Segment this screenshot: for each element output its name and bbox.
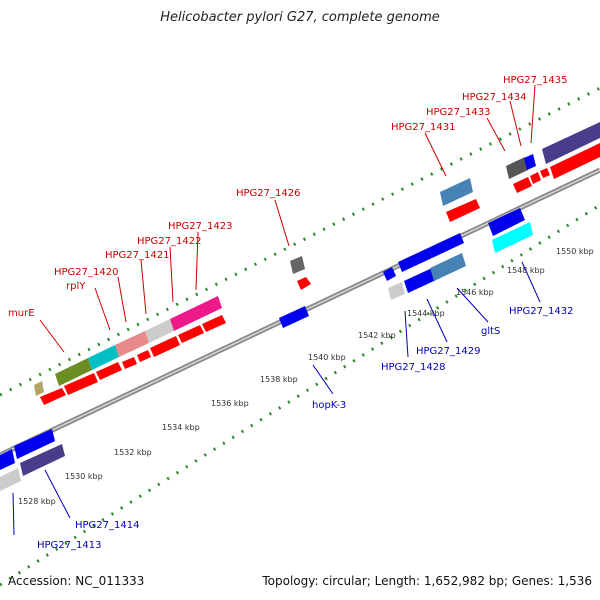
gene-blue-arrow xyxy=(14,429,55,459)
gene-blue-arrow xyxy=(428,233,464,258)
gene-red-arrow xyxy=(96,362,122,380)
gene-label-HPG27_1428: HPG27_1428 xyxy=(381,362,445,373)
gene-label-HPG27_1435: HPG27_1435 xyxy=(503,75,567,86)
gene-label-HPG27_1434: HPG27_1434 xyxy=(462,92,526,103)
gene-blue-arrow xyxy=(488,208,525,236)
gene-steelblue-box xyxy=(440,178,473,206)
gene-steelblue-box xyxy=(430,253,466,281)
gene-label-HPG27_1421: HPG27_1421 xyxy=(105,250,169,261)
gene-blue-arrow xyxy=(398,248,432,272)
gene-blue-box xyxy=(524,154,536,170)
gene-olive-box xyxy=(34,381,44,396)
bottom-leaders xyxy=(12,261,541,536)
gene-red-arrow xyxy=(297,277,311,290)
gene-label-hopK-3: hopK-3 xyxy=(312,400,346,411)
tick-label: 1540 kbp xyxy=(308,353,346,362)
gene-label-HPG27_1423: HPG27_1423 xyxy=(168,221,232,232)
gene-blue-arrow xyxy=(279,306,309,328)
gene-gray-box xyxy=(290,256,305,274)
gene-label-murE: murE xyxy=(8,308,35,319)
gene-label-HPG27_1426: HPG27_1426 xyxy=(236,188,300,199)
gene-slate-box xyxy=(542,122,600,164)
tick-label: 1528 kbp xyxy=(18,497,56,506)
gene-magenta-box xyxy=(170,296,222,331)
tick-label: 1536 kbp xyxy=(211,399,249,408)
tick-label: 1550 kbp xyxy=(556,247,594,256)
gene-label-HPG27_1429: HPG27_1429 xyxy=(416,346,480,357)
gene-red-arrow xyxy=(122,357,137,369)
gene-red-arrow xyxy=(178,325,204,343)
tick-label: 1542 kbp xyxy=(358,331,396,340)
genome-summary-text: Topology: circular; Length: 1,652,982 bp… xyxy=(262,574,592,588)
gene-red-arrow xyxy=(530,172,541,184)
gene-label-HPG27_1420: HPG27_1420 xyxy=(54,267,118,278)
gene-label-HPG27_1414: HPG27_1414 xyxy=(75,520,139,531)
tick-label: 1546 kbp xyxy=(456,288,494,297)
gene-lightgray-box xyxy=(388,282,405,300)
gene-label-HPG27_1431: HPG27_1431 xyxy=(391,122,455,133)
lower-strand-genes xyxy=(0,208,533,491)
gene-red-arrow xyxy=(540,168,550,178)
gene-green-box xyxy=(55,358,92,386)
gene-lightgray-box xyxy=(0,468,21,491)
top-leaders xyxy=(39,84,536,353)
tick-label: 1544 kbp xyxy=(407,309,445,318)
gene-red-arrow xyxy=(550,143,600,179)
gene-label-HPG27_1433: HPG27_1433 xyxy=(426,107,490,118)
axis-ticks: 1528 kbp 1530 kbp 1532 kbp 1534 kbp 1536… xyxy=(18,247,594,506)
tick-label: 1534 kbp xyxy=(162,423,200,432)
gene-blue-arrow xyxy=(383,267,396,281)
tick-label: 1538 kbp xyxy=(260,375,298,384)
gene-label-HPG27_1422: HPG27_1422 xyxy=(137,236,201,247)
gene-red-arrow xyxy=(446,199,480,222)
upper-dotted-guide xyxy=(0,86,600,397)
gene-lightgray-box xyxy=(145,319,174,343)
upper-strand-genes xyxy=(34,122,600,405)
gene-cyan-box xyxy=(88,345,119,370)
tick-label: 1532 kbp xyxy=(114,448,152,457)
gene-label-rplY: rplY xyxy=(66,281,86,292)
gene-label-gltS: gltS xyxy=(481,326,500,337)
gene-blue-arrow xyxy=(0,449,15,470)
tick-label: 1530 kbp xyxy=(65,472,103,481)
gene-red-arrow xyxy=(202,315,226,332)
accession-text: Accession: NC_011333 xyxy=(8,574,145,588)
gene-slate-box xyxy=(20,444,65,476)
gene-label-HPG27_1413: HPG27_1413 xyxy=(37,540,101,551)
gene-cyan-box xyxy=(492,222,533,253)
gene-red-arrow xyxy=(150,336,180,357)
gene-blue-arrow xyxy=(404,268,436,293)
gene-red-arrow xyxy=(137,350,151,362)
gene-pink-box xyxy=(115,331,149,357)
gene-label-HPG27_1432: HPG27_1432 xyxy=(509,306,573,317)
gene-darkgray-box xyxy=(506,157,528,179)
gene-red-arrow xyxy=(40,388,66,405)
map-title: Helicobacter pylori G27, complete genome xyxy=(160,10,440,25)
gene-red-arrow xyxy=(513,177,532,193)
gene-red-arrow xyxy=(64,373,98,395)
